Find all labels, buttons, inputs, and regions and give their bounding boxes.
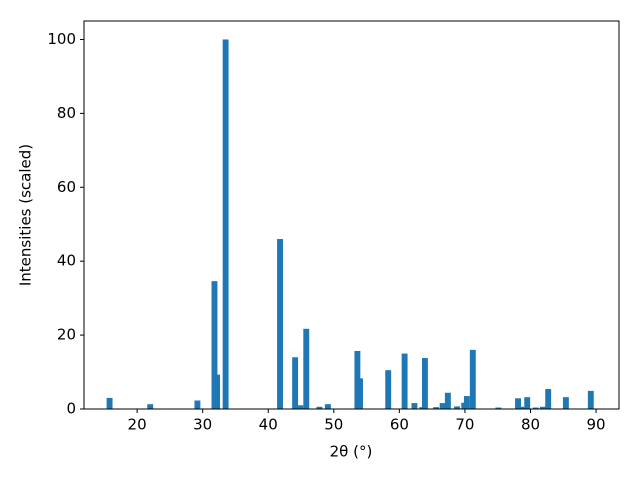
bar	[324, 404, 331, 409]
bar	[316, 406, 323, 409]
bar	[421, 358, 428, 409]
bar	[411, 403, 418, 409]
bar	[532, 407, 539, 409]
bar	[545, 389, 552, 409]
y-tick-label: 80	[57, 104, 76, 122]
bar	[439, 403, 446, 409]
bar	[222, 39, 229, 409]
bar	[297, 405, 304, 409]
bar	[495, 407, 502, 409]
y-tick-label: 0	[66, 400, 76, 418]
bar	[518, 406, 525, 409]
y-axis-label: Intensities (scaled)	[17, 144, 35, 286]
bar	[385, 370, 392, 409]
x-tick-label: 30	[193, 416, 212, 434]
bar	[524, 397, 531, 409]
y-tick-label: 20	[57, 326, 76, 344]
bar	[401, 353, 408, 409]
bar	[444, 392, 451, 409]
bar	[106, 397, 113, 409]
bar	[357, 378, 363, 409]
x-tick-label: 80	[521, 416, 540, 434]
bar	[277, 239, 283, 409]
y-tick-label: 60	[57, 178, 76, 196]
x-tick-label: 50	[324, 416, 343, 434]
bar	[194, 400, 201, 409]
bar	[587, 390, 594, 409]
x-tick-label: 70	[455, 416, 474, 434]
x-tick-label: 40	[259, 416, 278, 434]
bar	[147, 404, 154, 409]
bar	[214, 374, 221, 409]
bar	[469, 349, 476, 409]
bar	[539, 406, 546, 409]
bar	[463, 396, 470, 409]
bar	[454, 406, 461, 409]
x-tick-label: 90	[587, 416, 606, 434]
bar	[292, 357, 299, 409]
y-tick-label: 100	[47, 30, 76, 48]
bar	[562, 397, 569, 409]
bar	[433, 407, 440, 409]
bar	[303, 328, 310, 409]
x-tick-label: 20	[128, 416, 147, 434]
bar	[515, 398, 521, 409]
x-tick-label: 60	[390, 416, 409, 434]
x-axis-label: 2θ (°)	[330, 443, 373, 461]
plot-frame	[83, 20, 620, 410]
bar	[211, 281, 218, 409]
y-tick-label: 40	[57, 252, 76, 270]
